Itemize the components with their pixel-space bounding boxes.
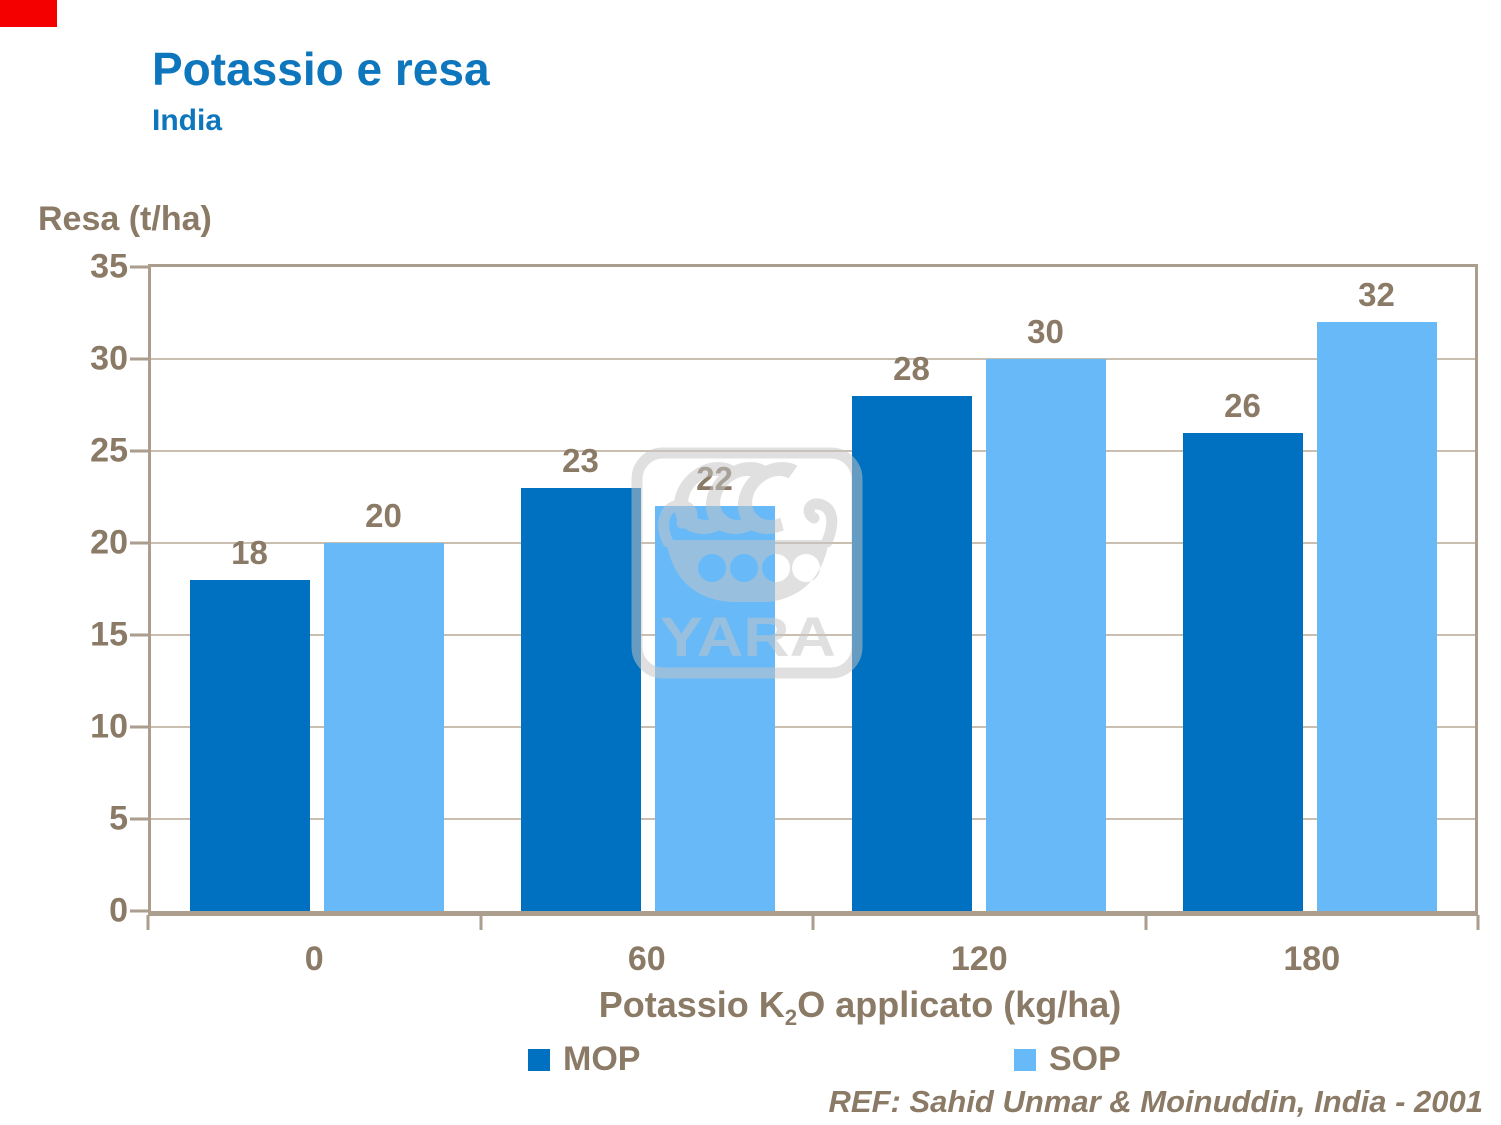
bar-value-label: 23 <box>562 441 599 479</box>
corner-accent-bar <box>0 0 57 27</box>
bar-mop-120: 28 <box>851 350 972 911</box>
x-axis-title-text: O applicato (kg/ha) <box>797 984 1122 1025</box>
y-axis-tick <box>130 541 151 545</box>
y-axis-label-5: 5 <box>109 799 128 838</box>
legend-swatch-mop <box>528 1048 550 1071</box>
y-axis-tick <box>130 449 151 453</box>
bar-value-label: 32 <box>1358 276 1395 314</box>
reference-text: REF: Sahid Unmar & Moinuddin, India - 20… <box>828 1084 1484 1119</box>
bar-group-60: 23 22 <box>482 267 813 911</box>
y-axis-label-20: 20 <box>90 523 128 562</box>
x-axis-label-120: 120 <box>950 940 1008 978</box>
x-axis-tick <box>811 915 815 930</box>
bar-value-label: 22 <box>696 460 733 498</box>
bar-mop-180: 26 <box>1182 387 1303 911</box>
legend-label-mop: MOP <box>563 1040 641 1078</box>
y-axis-ticks <box>130 265 151 913</box>
y-axis-label-30: 30 <box>90 339 128 378</box>
x-axis-title: Potassio K2O applicato (kg/ha) <box>195 984 1501 1031</box>
bar-group-120: 28 30 <box>813 267 1144 911</box>
bar-value-label: 20 <box>365 497 402 534</box>
y-axis-label-15: 15 <box>90 615 128 654</box>
gridline <box>151 818 1475 820</box>
y-axis-tick <box>130 633 151 637</box>
chart-subtitle: India <box>152 104 223 137</box>
x-axis-labels: 0 60 120 180 <box>148 940 1478 982</box>
bar-value-label: 18 <box>231 533 268 571</box>
y-axis-tick <box>130 817 151 821</box>
y-axis-label-0: 0 <box>109 891 128 930</box>
bar-sop-0: 20 <box>323 497 444 911</box>
gridline <box>151 358 1475 360</box>
y-axis-tick <box>130 357 151 361</box>
y-axis-label-25: 25 <box>90 431 128 470</box>
bar-value-label: 26 <box>1224 386 1261 424</box>
y-axis-tick <box>130 725 151 729</box>
x-axis-title-text: Potassio K <box>598 984 785 1025</box>
gridline <box>151 726 1475 728</box>
y-axis-tick <box>130 909 151 913</box>
x-axis-label-180: 180 <box>1283 940 1341 978</box>
bar-value-label: 28 <box>893 349 930 387</box>
y-axis-label-10: 10 <box>90 707 128 746</box>
x-axis-tick <box>479 915 482 930</box>
bar-group-180: 26 32 <box>1144 267 1475 911</box>
x-axis-tick <box>1476 915 1480 930</box>
bar-sop-120: 30 <box>985 313 1106 911</box>
legend-label-sop: SOP <box>1049 1040 1121 1078</box>
plot-area: 18 20 23 22 28 30 26 32 <box>148 264 1478 916</box>
bar-mop-0: 18 <box>189 534 310 911</box>
x-axis-ticks <box>146 915 1480 930</box>
x-axis-tick <box>146 915 150 930</box>
bar-group-0: 18 20 <box>151 267 482 911</box>
y-axis-tick <box>130 265 151 269</box>
chart-title: Potassio e resa <box>152 43 490 95</box>
bar-sop-180: 32 <box>1316 276 1437 911</box>
x-axis-label-60: 60 <box>627 940 666 978</box>
y-axis-label-35: 35 <box>90 247 128 286</box>
y-axis-labels: 35 30 25 20 15 10 5 0 <box>0 248 128 930</box>
x-axis-title-subscript: 2 <box>784 1005 798 1031</box>
legend-item-mop: MOP <box>528 1040 640 1079</box>
bar-mop-60: 23 <box>520 442 641 911</box>
x-axis-label-0: 0 <box>304 940 324 978</box>
bar-sop-60: 22 <box>654 460 775 911</box>
bar-value-label: 30 <box>1027 313 1064 350</box>
legend-swatch-sop <box>1014 1048 1036 1071</box>
x-axis-tick <box>1144 915 1147 930</box>
y-axis-title: Resa (t/ha) <box>38 200 212 238</box>
legend-item-sop: SOP <box>1014 1040 1121 1079</box>
